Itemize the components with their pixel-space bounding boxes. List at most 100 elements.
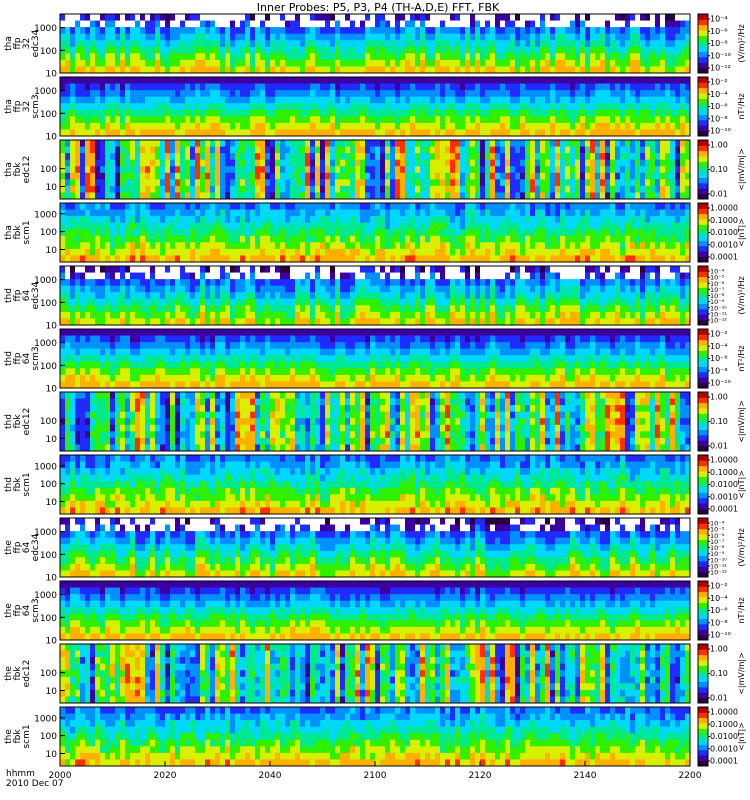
panel-1-colorbar-tick: 10⁻⁶ (710, 27, 728, 36)
panel-8-ytick-label: 100 (40, 480, 57, 490)
panel-1-ylabel: thaffp32edc34 (4, 29, 41, 57)
panel-5-colorbar-tick: 10⁻⁴ (710, 268, 725, 276)
panel-2-colorbar-tick: 10⁻⁶ (710, 102, 728, 111)
panel-10-ytick-label: 100 (40, 614, 57, 624)
panel-2-ytick-label: 10 (46, 133, 58, 143)
panel-4-heatmap (60, 203, 691, 263)
panel-12-ytick-label: 1000 (34, 714, 57, 724)
panel-12-heatmap (60, 707, 691, 767)
panel-4-colorbar-tick: 0.1000 (710, 216, 738, 225)
panel-9-heatmap (60, 518, 691, 578)
panel-10-colorbar-label: nT²/Hz (737, 597, 746, 623)
panel-3: 100 10 thafbkedc12 1.00 0.10 0.01 <|mV/m|> (4, 139, 746, 200)
panel-12-colorbar: 1.0000 0.1000 0.0100 0.0010 0.0001 <|nT|> (697, 706, 746, 767)
panel-2-colorbar-tick: 10⁻⁸ (710, 114, 728, 123)
panel-8-ytick-label: 10 (46, 498, 58, 508)
panel-3-ytick-label: 10 (46, 183, 58, 193)
panel-11-ylabel: thefbkedc12 (4, 660, 32, 688)
x-axis: 2000 2020 2040 2100 2120 2140 2200 (49, 761, 702, 781)
panel-3-colorbar-tick: 0.01 (710, 190, 728, 199)
panel-5-colorbar-tick: 10⁻⁵ (710, 274, 725, 282)
panel-8-ytick-label: 1000 (34, 462, 57, 472)
panel-9-colorbar-tick: 10⁻¹² (710, 569, 727, 577)
panel-11-colorbar-tick: 0.01 (710, 694, 728, 703)
panel-12-colorbar-tick: 1.0000 (710, 708, 738, 717)
panel-6-ytick-label: 10 (46, 385, 58, 395)
panel-12-ytick-label: 100 (40, 732, 57, 742)
panel-5-colorbar-tick: 10⁻⁶ (710, 280, 725, 288)
panel-4-ytick-label: 10 (46, 246, 58, 256)
panel-1-ytick-label: 1000 (34, 24, 57, 34)
panel-1-colorbar-tick: 10⁻⁴ (710, 15, 728, 24)
panel-9-colorbar-tick: 10⁻¹⁰ (710, 556, 727, 564)
panel-11-ytick-label: 10 (46, 687, 58, 697)
panel-3-colorbar-tick: 0.10 (710, 165, 728, 174)
panels-group: 100010010thaffp32edc3410⁻⁴10⁻⁶10⁻⁸10⁻¹⁰1… (4, 13, 746, 767)
panel-11-colorbar-label: <|mV/m|> (737, 652, 746, 695)
panel-5-frame (59, 265, 691, 326)
panel-10-colorbar-tick: 10⁻⁴ (710, 594, 728, 603)
panel-7-frame (59, 391, 691, 452)
panel-6-colorbar-tick: 10⁻¹⁰ (710, 379, 731, 388)
panel-6-colorbar-tick: 10⁻⁶ (710, 354, 728, 363)
panel-2-colorbar-tick: 10⁻⁴ (710, 90, 728, 99)
panel-3-colorbar-label: <|mV/m|> (737, 148, 746, 191)
panel-11-ytick-label: 100 (40, 669, 57, 679)
panel-4-colorbar: 1.0000 0.1000 0.0100 0.0010 0.0001 <|nT|> (697, 202, 746, 263)
panel-1-colorbar-tick: 10⁻¹⁰ (710, 51, 731, 60)
panel-12-colorbar-tick: 0.0010 (710, 744, 738, 753)
panel-3-colorbar-tick: 1.00 (710, 141, 728, 150)
x-tick-label: 2140 (574, 771, 597, 781)
panel-5-ytick-label: 10 (46, 322, 58, 332)
panel-4-ytick-label: 100 (40, 228, 57, 238)
panel-4-colorbar-label: <|nT|> (737, 218, 746, 247)
panel-7-ytick-label: 10 (46, 435, 58, 445)
panel-7-colorbar-tick: 0.01 (710, 442, 728, 451)
panel-9-colorbar-tick: 10⁻⁷ (710, 538, 725, 546)
panel-8-colorbar-tick: 0.0100 (710, 480, 738, 489)
panel-10-ytick-label: 1000 (34, 591, 57, 601)
panel-5-colorbar-tick: 10⁻⁷ (710, 286, 725, 294)
panel-10-ytick-label: 10 (46, 637, 58, 647)
panel-8-colorbar-tick: 0.0010 (710, 492, 738, 501)
panel-1-frame (59, 13, 691, 74)
panel-2-ytick-label: 100 (40, 110, 57, 120)
chart-title: Inner Probes: P5, P3, P4 (TH-A,D,E) FFT,… (257, 1, 500, 14)
panel-7-colorbar-tick: 1.00 (710, 393, 728, 402)
panel-8-colorbar-label: <|nT|> (737, 470, 746, 499)
panel-6-ytick-label: 1000 (34, 339, 57, 349)
panel-8-ylabel: thdfbkscm1 (4, 472, 32, 496)
panel-1-colorbar: 10⁻⁴ 10⁻⁶ 10⁻⁸ 10⁻¹⁰ 10⁻¹² (V/m)²/Hz (697, 13, 746, 74)
panel-10-heatmap (60, 581, 691, 641)
panel-3-ylabel: thafbkedc12 (4, 156, 32, 184)
panel-5-colorbar-tick: 10⁻¹¹ (710, 310, 727, 318)
x-tick-label: 2200 (679, 771, 702, 781)
panel-9-colorbar-label: (V/m)²/Hz (737, 528, 746, 566)
panel-1-ytick-label: 10 (46, 70, 58, 80)
panel-8-colorbar-tick: 0.0001 (710, 505, 738, 514)
panel-6: 100010010thdffp64scm310⁻²10⁻⁴10⁻⁶10⁻⁸10⁻… (4, 328, 746, 395)
x-axis-label-hhmm: hhmm (6, 769, 35, 779)
x-tick-label: 2120 (469, 771, 492, 781)
panel-6-ytick-label: 100 (40, 362, 57, 372)
panel-8-heatmap (60, 455, 691, 515)
panel-2-ylabel: thaffp32scm3 (4, 94, 41, 118)
panel-8-frame (59, 454, 691, 515)
panel-5-colorbar-tick: 10⁻⁹ (710, 298, 725, 306)
x-tick-label: 2000 (49, 771, 72, 781)
panel-8: 1000 100 10 thdfbkscm1 1.0000 0.1000 0.0100 0.0… (4, 454, 746, 515)
panel-1-colorbar-label: (V/m)²/Hz (737, 24, 746, 62)
panel-11-frame (59, 643, 691, 704)
x-axis-label-date: 2010 Dec 07 (6, 779, 64, 789)
panel-6-colorbar-label: nT²/Hz (737, 345, 746, 371)
panel-4-ytick-label: 1000 (34, 210, 57, 220)
panel-11-colorbar-tick: 1.00 (710, 645, 728, 654)
panel-9-colorbar-tick: 10⁻¹¹ (710, 562, 727, 570)
panel-4-colorbar-tick: 0.0100 (710, 228, 738, 237)
panel-9-colorbar-tick: 10⁻⁴ (710, 520, 725, 528)
panel-8-colorbar-tick: 1.0000 (710, 456, 738, 465)
panel-5-ylabel: thdffp64edc34 (4, 281, 41, 309)
panel-1-colorbar-tick: 10⁻¹² (710, 64, 731, 73)
panel-4: 1000 100 10 thafbkscm1 1.0000 0.1000 0.0100 0.0… (4, 202, 746, 263)
